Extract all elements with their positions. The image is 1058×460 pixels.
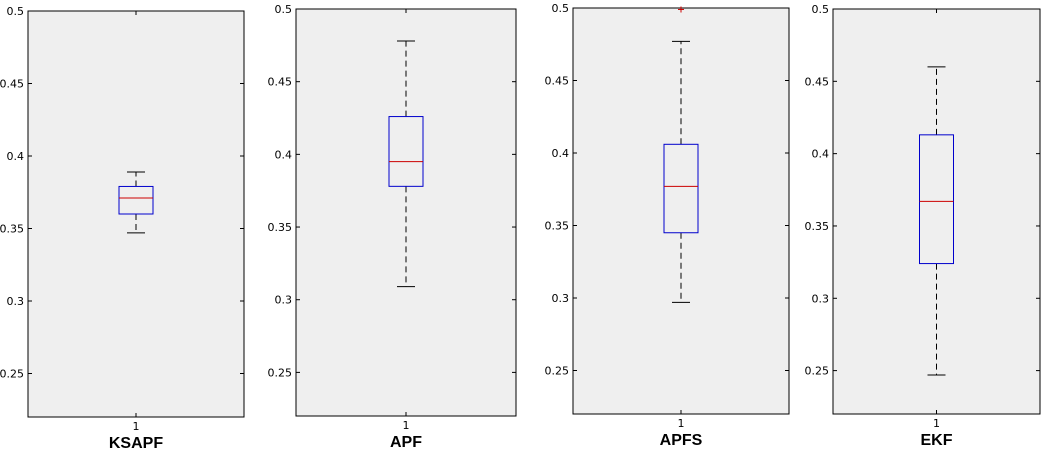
ekf-category-label: EKF bbox=[921, 432, 953, 449]
ekf-ytick-label: 0.4 bbox=[812, 148, 830, 161]
apf-axes bbox=[295, 8, 517, 417]
ksapf-category-label: KSAPF bbox=[109, 435, 163, 452]
apfs-ytick-label: 0.5 bbox=[552, 2, 570, 15]
apfs-ytick-label: 0.45 bbox=[545, 75, 570, 88]
ekf-ytick-label: 0.35 bbox=[805, 220, 830, 233]
ksapf-box bbox=[118, 185, 154, 215]
ksapf-ytick-label: 0.3 bbox=[7, 295, 25, 308]
apf-ytick-label: 0.35 bbox=[268, 221, 293, 234]
ksapf-ytick-label: 0.4 bbox=[7, 150, 25, 163]
ksapf-ytick-label: 0.35 bbox=[0, 223, 24, 236]
ksapf-ytick-label: 0.5 bbox=[7, 5, 25, 18]
apf-ytick-label: 0.45 bbox=[268, 76, 293, 89]
apfs-axes bbox=[572, 7, 790, 415]
apfs-ytick-label: 0.25 bbox=[545, 365, 570, 378]
apfs-ytick-label: 0.4 bbox=[552, 147, 570, 160]
apf-box bbox=[388, 116, 424, 187]
apfs-ytick-label: 0.35 bbox=[545, 220, 570, 233]
apfs-box bbox=[663, 143, 699, 234]
apf-category-label: APF bbox=[390, 434, 422, 451]
ksapf-ytick-label: 0.45 bbox=[0, 78, 24, 91]
apf-ytick-label: 0.3 bbox=[275, 294, 293, 307]
ekf-ytick-label: 0.45 bbox=[805, 75, 830, 88]
apfs-xtick-label: 1 bbox=[678, 417, 685, 430]
apf-ytick-label: 0.4 bbox=[275, 148, 293, 161]
ksapf-xtick-label: 1 bbox=[133, 420, 140, 433]
apf-xtick-label: 1 bbox=[403, 419, 410, 432]
ksapf-ytick-label: 0.25 bbox=[0, 368, 24, 381]
ekf-ytick-label: 0.3 bbox=[812, 292, 830, 305]
apfs-category-label: APFS bbox=[660, 432, 703, 449]
apf-ytick-label: 0.25 bbox=[268, 366, 293, 379]
ekf-xtick-label: 1 bbox=[933, 417, 940, 430]
ekf-box bbox=[919, 134, 954, 265]
ekf-ytick-label: 0.25 bbox=[805, 365, 830, 378]
ekf-ytick-label: 0.5 bbox=[812, 3, 830, 16]
apfs-ytick-label: 0.3 bbox=[552, 292, 570, 305]
apf-ytick-label: 0.5 bbox=[275, 3, 293, 16]
